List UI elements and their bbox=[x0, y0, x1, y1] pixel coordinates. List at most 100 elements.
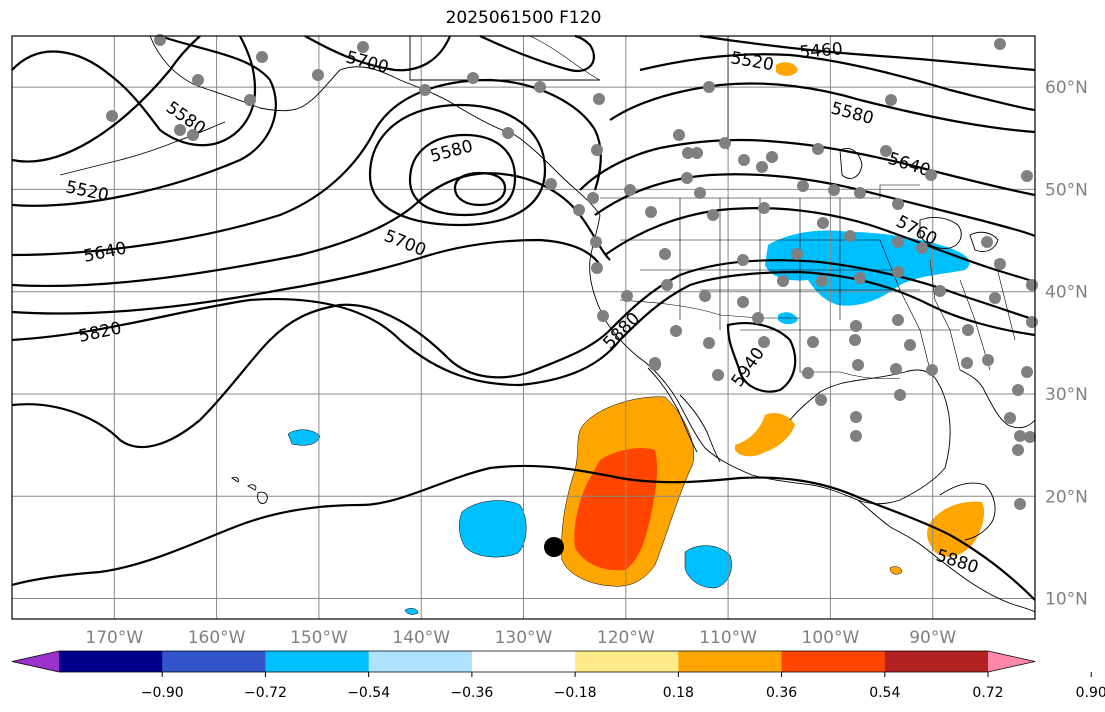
station-marker bbox=[1021, 170, 1033, 182]
station-marker bbox=[1024, 431, 1036, 443]
station-marker bbox=[758, 336, 770, 348]
station-marker bbox=[925, 169, 937, 181]
latitude-label: 20°N bbox=[1045, 487, 1088, 507]
station-marker bbox=[1004, 412, 1016, 424]
longitude-labels: 170°W 160°W 150°W 140°W 130°W 120°W 110°W 100°W… bbox=[85, 628, 956, 648]
station-marker bbox=[894, 389, 906, 401]
station-marker bbox=[1026, 279, 1038, 291]
station-marker bbox=[852, 359, 864, 371]
colorbar-tick-label: −0.90 bbox=[141, 685, 184, 701]
longitude-label: 140°W bbox=[392, 628, 450, 648]
station-marker bbox=[904, 339, 916, 351]
station-marker bbox=[802, 367, 814, 379]
colorbar-tick-label: −0.18 bbox=[554, 685, 597, 701]
station-markers bbox=[106, 34, 1038, 510]
station-marker bbox=[673, 129, 685, 141]
latitude-labels: 10°N 20°N 30°N 40°N 50°N 60°N bbox=[1045, 78, 1088, 609]
latitude-label: 30°N bbox=[1045, 385, 1088, 405]
station-marker bbox=[1026, 316, 1038, 328]
station-marker bbox=[174, 124, 186, 136]
station-marker bbox=[926, 364, 938, 376]
station-marker bbox=[154, 34, 166, 46]
station-marker bbox=[661, 279, 673, 291]
station-marker bbox=[624, 184, 636, 196]
colorbar-tick-label: 0.72 bbox=[972, 685, 1003, 701]
colorbar-swatch bbox=[781, 651, 886, 672]
longitude-label: 120°W bbox=[597, 628, 655, 648]
colorbar-swatch bbox=[59, 651, 163, 672]
colorbar-swatch bbox=[368, 651, 473, 672]
latitude-label: 60°N bbox=[1045, 78, 1088, 98]
coastlines bbox=[59, 35, 1036, 613]
colorbar-tick-label: 0.54 bbox=[869, 685, 900, 701]
station-marker bbox=[816, 275, 828, 287]
colorbar-tick-label: 0.18 bbox=[663, 685, 694, 701]
station-marker bbox=[244, 94, 256, 106]
station-marker bbox=[892, 266, 904, 278]
station-marker bbox=[719, 137, 731, 149]
colorbar-tick-label: 0.90 bbox=[1076, 685, 1105, 701]
station-marker bbox=[850, 430, 862, 442]
station-marker bbox=[752, 312, 764, 324]
station-marker bbox=[756, 161, 768, 173]
station-marker bbox=[587, 192, 599, 204]
station-marker bbox=[699, 290, 711, 302]
station-marker bbox=[312, 69, 324, 81]
map-title: 2025061500 F120 bbox=[445, 8, 602, 28]
station-marker bbox=[737, 254, 749, 266]
colorbar: −0.90 −0.72 −0.54 −0.36 −0.18 0.18 0.36 0.54 0.7… bbox=[11, 650, 1105, 701]
station-marker bbox=[682, 147, 694, 159]
station-marker bbox=[807, 336, 819, 348]
station-marker bbox=[659, 248, 671, 260]
station-marker bbox=[694, 187, 706, 199]
station-marker bbox=[1014, 498, 1026, 510]
latitude-label: 50°N bbox=[1045, 180, 1088, 200]
station-marker bbox=[591, 262, 603, 274]
station-marker bbox=[854, 272, 866, 284]
storm-center-marker bbox=[544, 537, 564, 557]
station-marker bbox=[994, 38, 1006, 50]
station-marker bbox=[989, 292, 1001, 304]
station-marker bbox=[712, 369, 724, 381]
station-marker bbox=[812, 143, 824, 155]
station-marker bbox=[815, 394, 827, 406]
station-marker bbox=[545, 178, 557, 190]
station-marker bbox=[850, 411, 862, 423]
station-marker bbox=[691, 147, 703, 159]
station-marker bbox=[467, 72, 479, 84]
latitude-label: 40°N bbox=[1045, 283, 1088, 303]
station-marker bbox=[766, 151, 778, 163]
contour-label: 5460 bbox=[799, 39, 844, 63]
station-marker bbox=[828, 184, 840, 196]
station-marker bbox=[982, 354, 994, 366]
station-marker bbox=[934, 285, 946, 297]
station-marker bbox=[791, 248, 803, 260]
station-marker bbox=[994, 258, 1006, 270]
station-marker bbox=[981, 236, 993, 248]
station-marker bbox=[737, 296, 749, 308]
longitude-label: 150°W bbox=[290, 628, 348, 648]
station-marker bbox=[681, 172, 693, 184]
station-marker bbox=[591, 144, 603, 156]
colorbar-swatch bbox=[265, 651, 370, 672]
station-marker bbox=[645, 206, 657, 218]
station-marker bbox=[885, 94, 897, 106]
colorbar-extend-low bbox=[12, 651, 59, 672]
station-marker bbox=[256, 51, 268, 63]
colorbar-swatch bbox=[471, 651, 576, 672]
longitude-label: 90°W bbox=[909, 628, 956, 648]
station-marker bbox=[593, 93, 605, 105]
colorbar-tick-label: −0.72 bbox=[244, 685, 287, 701]
map-frame bbox=[11, 35, 1036, 620]
station-marker bbox=[502, 127, 514, 139]
colorbar-swatch bbox=[884, 651, 989, 672]
station-marker bbox=[573, 204, 585, 216]
station-marker bbox=[849, 334, 861, 346]
longitude-label: 170°W bbox=[85, 628, 143, 648]
latitude-label: 10°N bbox=[1045, 590, 1088, 610]
colorbar-extend-high bbox=[988, 651, 1035, 672]
station-marker bbox=[880, 145, 892, 157]
station-marker bbox=[962, 324, 974, 336]
station-marker bbox=[621, 290, 633, 302]
